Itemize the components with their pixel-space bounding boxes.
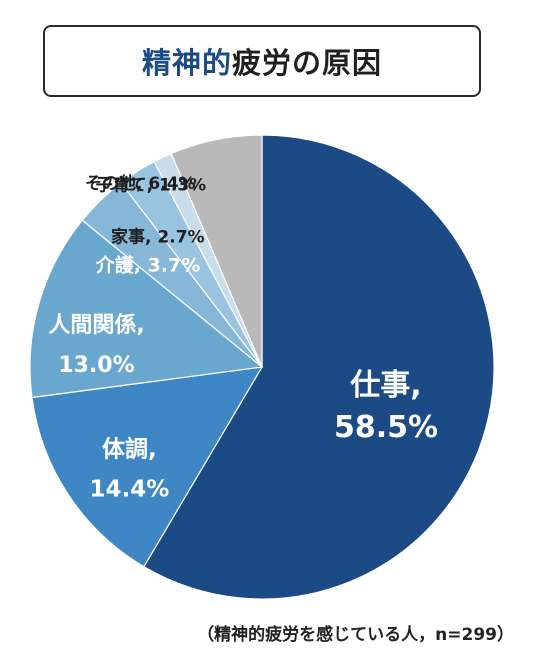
chart-title-box: 精神的 疲労の原因 xyxy=(43,25,481,97)
footnote: （精神的疲労を感じている人，n=299） xyxy=(197,625,514,645)
slice-label-7: その他, 6.4% xyxy=(85,173,196,194)
slice-label-5: 家事, 2.7% xyxy=(111,226,205,247)
pie-slices xyxy=(29,134,495,600)
slice-label-1: 仕事, 58.5% xyxy=(334,368,438,445)
pie-slice-3 xyxy=(29,219,264,399)
title-highlight: 精神的 xyxy=(141,46,232,80)
slice-label-4: 介護, 3.7% xyxy=(95,253,201,276)
pie-slice-1 xyxy=(143,134,495,600)
pie-labels: 仕事, 58.5% 体調, 14.4% 人間関係, 13.0% 介護, 3.7% 家事, 2.… xyxy=(48,173,438,503)
title-rest: 疲労の原因 xyxy=(232,46,383,80)
slice-label-6: 子育て, 1.3% xyxy=(96,175,207,196)
slice-label-2: 体調, 14.4% xyxy=(90,436,170,503)
pie-slice-2 xyxy=(31,366,264,568)
slice-label-3: 人間関係, 13.0% xyxy=(48,313,144,378)
pie-slice-7 xyxy=(170,134,263,368)
